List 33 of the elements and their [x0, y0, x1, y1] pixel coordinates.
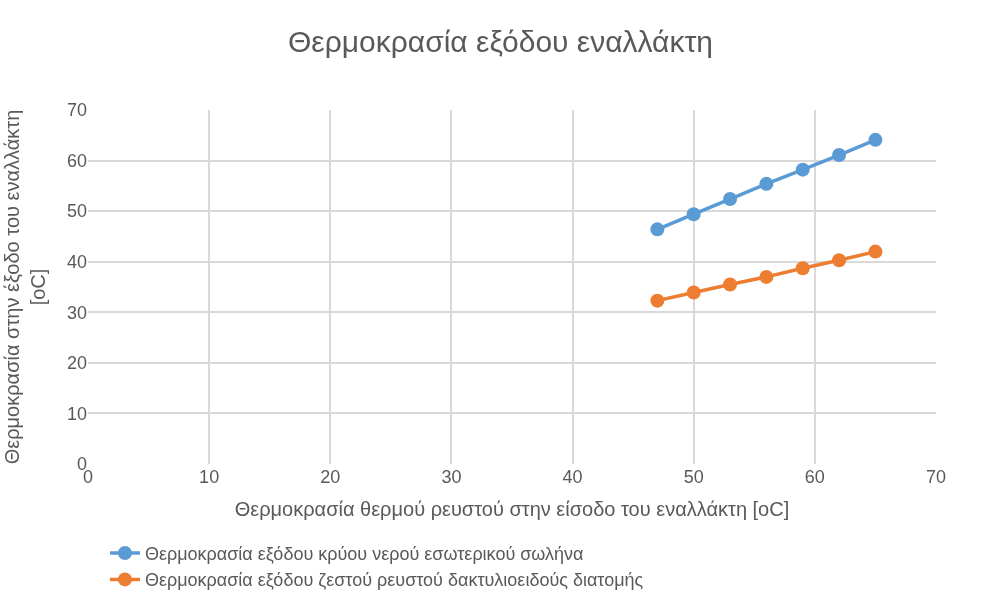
x-tick-label: 30	[441, 467, 462, 487]
x-tick-label: 10	[199, 467, 220, 487]
y-tick-label: 30	[66, 302, 87, 323]
x-axis-title: Θερμοκρασία θερμού ρευστού στην είσοδο του εναλλάκτη [oC]	[234, 497, 790, 520]
y-tick-label: 10	[66, 403, 87, 424]
y-tick-label: 40	[66, 252, 87, 273]
chart-title: Θερμοκρασία εξόδου εναλλάκτη	[288, 24, 713, 58]
y-tick-label: 50	[66, 201, 87, 222]
y-tick-label: 70	[66, 100, 87, 121]
point	[759, 176, 774, 191]
y-axis-title: Θερμοκρασία στην έξοδο του εναλλάκτη [oC]	[1, 109, 50, 465]
x-tick-label: 50	[683, 467, 704, 487]
point	[686, 207, 701, 222]
point	[795, 162, 810, 177]
x-tick-label: 70	[925, 467, 947, 487]
legend-label: Θερμοκρασία εξόδου κρύου νερού εσωτερικού σωλήνα	[144, 544, 584, 565]
point	[832, 253, 847, 268]
y-tick-label: 20	[66, 353, 87, 374]
point	[650, 293, 665, 308]
legend-label: Θερμοκρασία εξόδου ζεστού ρευστού δακτυλιοειδούς διατομής	[144, 570, 644, 591]
x-tick-label: 40	[562, 467, 583, 487]
point	[723, 277, 738, 292]
y-tick-label: 60	[66, 150, 87, 171]
point	[759, 269, 774, 284]
point	[723, 192, 738, 206]
point	[686, 285, 701, 300]
point	[868, 244, 883, 259]
x-tick-label: 60	[804, 467, 825, 487]
point	[868, 132, 883, 147]
point	[832, 148, 847, 162]
point	[650, 222, 665, 237]
point	[795, 261, 810, 276]
x-tick-label: 20	[320, 467, 341, 487]
